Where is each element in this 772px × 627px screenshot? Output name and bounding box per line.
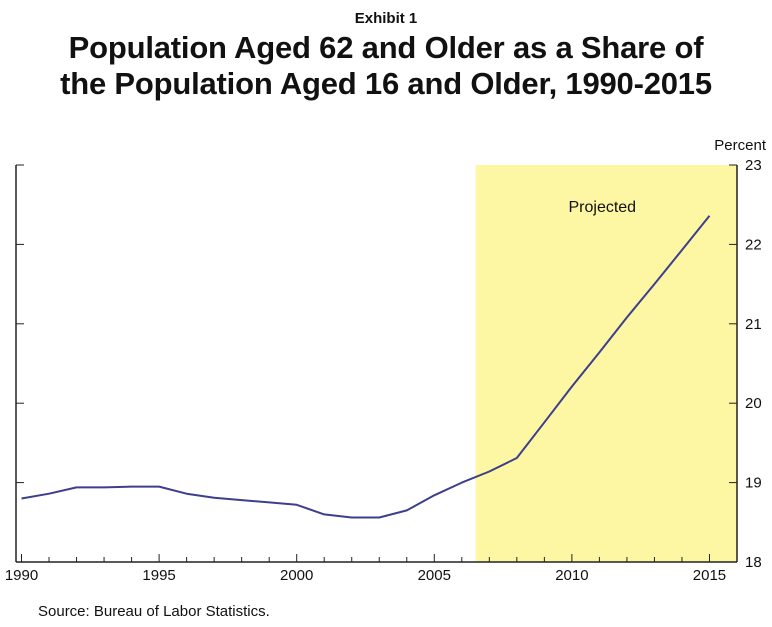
- x-tick-label: 2005: [418, 567, 451, 584]
- y-tick-label: 19: [745, 475, 762, 492]
- y-tick-label: 22: [745, 236, 762, 253]
- projection-band: [475, 165, 737, 562]
- chart-title-line-2: the Population Aged 16 and Older, 1990-2…: [60, 66, 712, 101]
- chart-title: Population Aged 62 and Older as a Share …: [0, 30, 772, 102]
- chart-title-line-1: Population Aged 62 and Older as a Share …: [68, 30, 704, 65]
- y-tick-label: 23: [745, 157, 762, 174]
- x-tick-label: 2015: [693, 567, 726, 584]
- x-tick-label: 2010: [555, 567, 588, 584]
- y-axis-label: Percent: [714, 137, 767, 154]
- series-line: [21, 215, 711, 519]
- source-note: Source: Bureau of Labor Statistics.: [38, 603, 270, 620]
- y-tick-label: 21: [745, 316, 762, 333]
- x-tick-label: 1990: [5, 567, 38, 584]
- x-tick-label: 2000: [280, 567, 313, 584]
- y-tick-label: 20: [745, 395, 762, 412]
- y-tick-label: 18: [745, 554, 762, 571]
- projection-label: Projected: [568, 199, 636, 216]
- exhibit-label: Exhibit 1: [354, 10, 418, 27]
- x-tick-label: 1995: [142, 567, 175, 584]
